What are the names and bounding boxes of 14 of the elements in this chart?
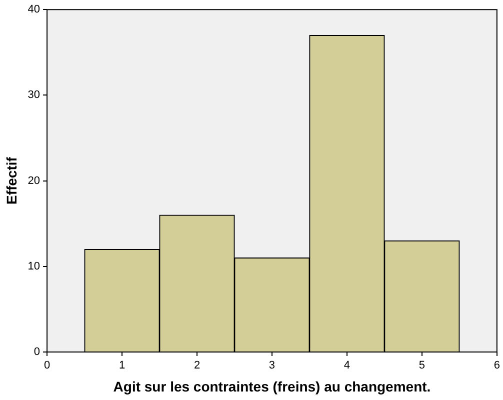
y-tick-label: 10 (28, 260, 40, 272)
x-tick-label: 1 (118, 360, 126, 372)
y-axis-title: Effectif (3, 156, 20, 205)
x-tick-label: 6 (494, 360, 500, 372)
y-tick-label: 30 (28, 89, 40, 102)
x-tick-label: 2 (194, 360, 200, 372)
y-tick-label: 0 (34, 346, 40, 358)
x-tick-label: 4 (344, 360, 350, 372)
y-tick-label: 20 (28, 174, 40, 187)
x-tick-label: 0 (44, 360, 50, 372)
x-tick-label: 3 (268, 360, 276, 372)
y-tick-label: 40 (28, 4, 40, 16)
x-tick-label: 5 (418, 360, 426, 372)
x-axis-title: Agit sur les contraintes (freins) au changement. (113, 378, 431, 394)
